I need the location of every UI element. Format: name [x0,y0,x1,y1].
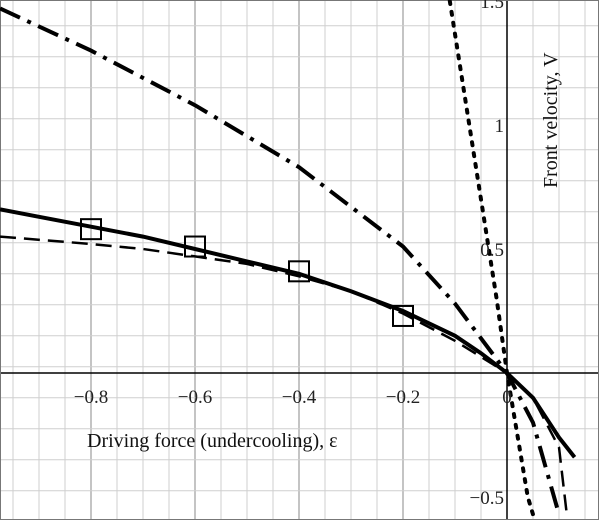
y-tick-label: −0.5 [470,488,504,509]
dash-dot-curve [0,6,561,515]
dashed-curve [0,235,569,515]
y-tick-label: 1 [495,116,505,137]
x-tick-label: −0.8 [74,387,108,408]
square-marker [288,260,310,283]
x-tick-label: −0.4 [282,387,317,408]
data-series [0,0,577,517]
x-tick-label: −0.2 [386,387,420,408]
x-axis-label: Driving force (undercooling), ε [87,430,338,452]
marker-series [80,218,414,327]
x-tick-label: 0 [502,387,512,408]
y-tick-label: 1.5 [480,0,504,13]
tick-labels: −0.8 −0.6 −0.4 −0.2 0 1.5 1 0.5 −0.5 [74,0,512,509]
square-marker [80,218,102,241]
y-axis-label: Front velocity, V [540,52,562,188]
square-marker [184,235,206,258]
square-marker [392,304,414,327]
y-tick-label: 0.5 [480,240,504,261]
x-tick-label: −0.6 [178,387,212,408]
